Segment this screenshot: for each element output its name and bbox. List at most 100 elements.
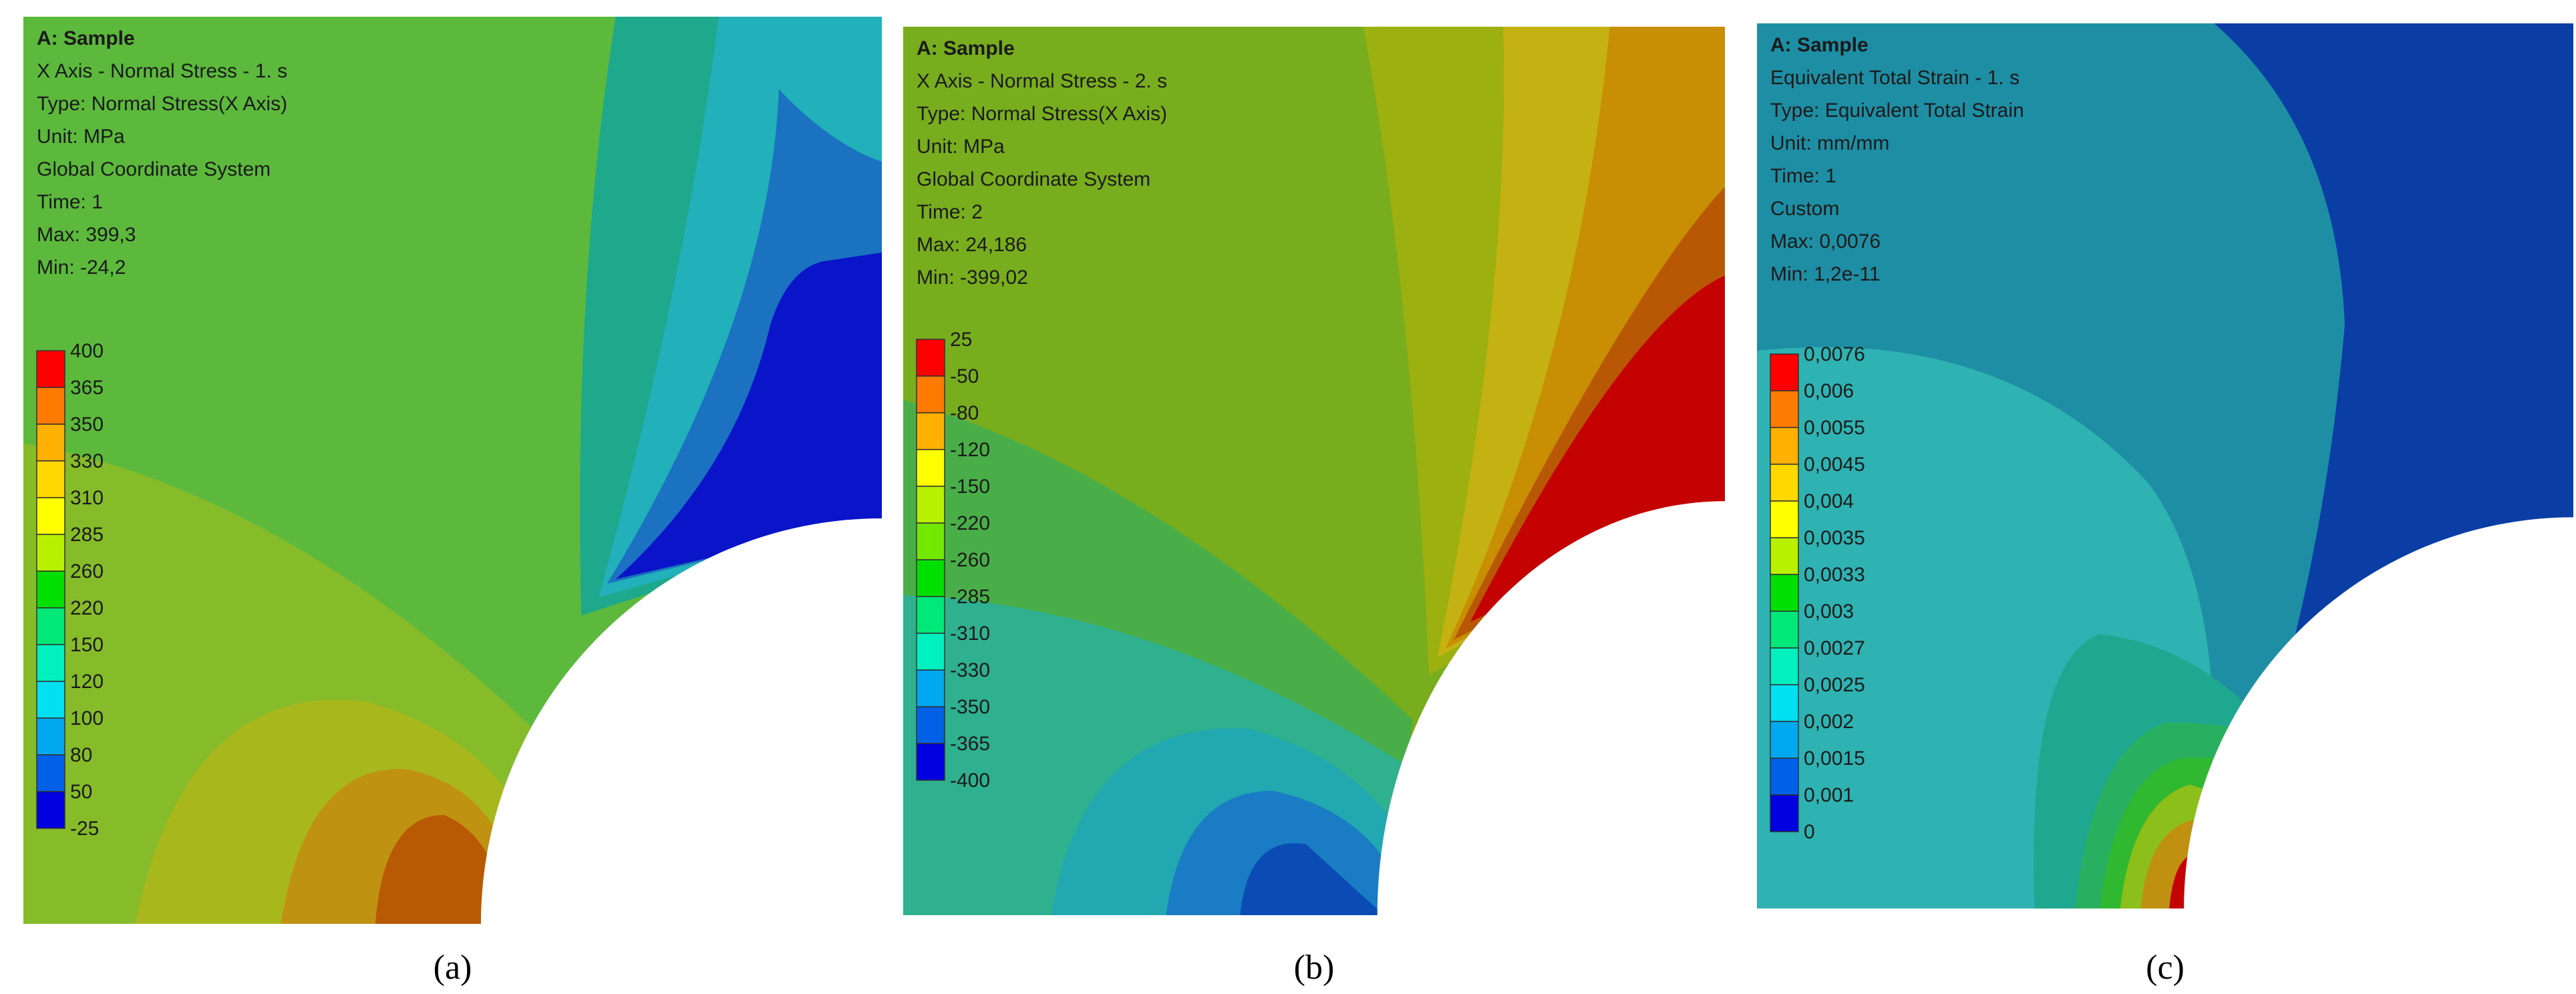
- legend-label: -25: [70, 818, 99, 840]
- legend-label: -260: [950, 549, 990, 571]
- info-line: X Axis - Normal Stress - 2. s: [917, 70, 1167, 92]
- legend-label: 0,0055: [1804, 417, 1865, 439]
- info-line: Time: 2: [917, 201, 983, 223]
- legend-label: -50: [950, 365, 979, 387]
- legend-swatch: [36, 534, 65, 572]
- legend-swatch: [36, 424, 65, 462]
- info-line: Max: 24,186: [917, 234, 1027, 256]
- legend-label: 0,0045: [1804, 454, 1865, 476]
- info-line: Custom: [1770, 198, 1839, 220]
- legend-label: 0,002: [1804, 711, 1854, 733]
- legend-label: 25: [950, 329, 972, 351]
- legend-label: 0: [1804, 821, 1815, 843]
- legend-swatch: [916, 596, 945, 634]
- panel-title: A: Sample: [37, 27, 135, 49]
- legend-label: 0,0076: [1804, 343, 1865, 365]
- legend-swatch: [916, 706, 945, 744]
- legend-label: -310: [950, 623, 990, 645]
- info-line: Unit: mm/mm: [1770, 132, 1889, 154]
- legend-swatch: [36, 387, 65, 425]
- info-line: Global Coordinate System: [917, 168, 1150, 190]
- legend-swatch: [1770, 353, 1799, 391]
- legend-swatch: [1770, 611, 1799, 649]
- info-line: Global Coordinate System: [37, 158, 271, 180]
- legend-label: 150: [70, 634, 104, 656]
- info-line: Equivalent Total Strain - 1. s: [1770, 67, 2020, 89]
- legend-swatch: [1770, 500, 1799, 538]
- legend-swatch: [1770, 794, 1799, 832]
- legend-swatch: [916, 449, 945, 487]
- contour-plot: [1757, 23, 2573, 908]
- legend-label: -120: [950, 439, 990, 461]
- info-line: Type: Normal Stress(X Axis): [917, 103, 1167, 125]
- legend-label: 400: [70, 340, 104, 362]
- legend-swatch: [36, 570, 65, 609]
- panel-caption: (c): [2146, 949, 2185, 987]
- legend-swatch: [916, 486, 945, 524]
- legend-label: -285: [950, 586, 990, 608]
- panel: A: Sample Equivalent Total Strain - 1. s T…: [1770, 34, 2024, 843]
- legend-swatch: [36, 791, 65, 829]
- legend-swatch: [36, 681, 65, 719]
- legend-swatch: [1770, 758, 1799, 796]
- legend-label: 120: [70, 671, 104, 693]
- legend-swatch: [916, 339, 945, 377]
- legend-label: 220: [70, 597, 104, 619]
- legend-label: 350: [70, 413, 104, 436]
- legend-label: 0,001: [1804, 784, 1854, 806]
- legend-swatch: [36, 644, 65, 682]
- info-line: Time: 1: [1770, 165, 1836, 187]
- legend-swatch: [916, 669, 945, 707]
- legend-label: 80: [70, 744, 92, 766]
- panel: A: Sample X Axis - Normal Stress - 1. s Ty…: [36, 27, 287, 840]
- panel-caption: (a): [434, 949, 472, 987]
- legend-swatch: [1770, 684, 1799, 722]
- info-line: Unit: MPa: [37, 126, 125, 148]
- info-line: Min: 1,2e-11: [1770, 263, 1881, 285]
- legend-label: -350: [950, 696, 990, 718]
- legend-label: -330: [950, 659, 990, 681]
- legend-label: -150: [950, 476, 990, 498]
- legend-label: 0,0027: [1804, 637, 1865, 659]
- info-line: Type: Normal Stress(X Axis): [37, 93, 287, 115]
- legend-swatch: [1770, 721, 1799, 759]
- legend-swatch: [1770, 464, 1799, 502]
- legend-swatch: [1770, 390, 1799, 428]
- legend-swatch: [36, 717, 65, 756]
- panel-title: A: Sample: [1770, 34, 1869, 56]
- legend-swatch: [36, 497, 65, 535]
- legend-swatch: [916, 633, 945, 671]
- contour-plot: [903, 27, 1725, 915]
- legend-label: 0,0025: [1804, 674, 1865, 696]
- legend-swatch: [1770, 537, 1799, 575]
- info-line: Type: Equivalent Total Strain: [1770, 100, 2024, 122]
- legend-label: 0,0035: [1804, 527, 1865, 549]
- legend-label: 365: [70, 377, 104, 399]
- legend-swatch: [916, 375, 945, 413]
- legend-swatch: [916, 743, 945, 781]
- info-line: X Axis - Normal Stress - 1. s: [37, 60, 287, 82]
- legend-swatch: [1770, 427, 1799, 465]
- panel: A: Sample X Axis - Normal Stress - 2. s Ty…: [916, 37, 1167, 792]
- legend-label: 0,0015: [1804, 748, 1865, 770]
- legend-label: 0,006: [1804, 380, 1854, 402]
- legend-label: 310: [70, 487, 104, 509]
- legend-swatch: [36, 350, 65, 388]
- legend-label: 0,003: [1804, 601, 1854, 623]
- panel-title: A: Sample: [917, 37, 1015, 59]
- legend-label: -220: [950, 512, 990, 534]
- legend-label: 0,0033: [1804, 564, 1865, 586]
- legend-label: -365: [950, 733, 990, 755]
- legend-swatch: [916, 559, 945, 597]
- legend-swatch: [1770, 647, 1799, 685]
- legend-label: 330: [70, 450, 104, 472]
- legend-label: 285: [70, 524, 104, 546]
- contour-plot: [23, 17, 882, 924]
- legend-swatch: [916, 412, 945, 450]
- legend-label: 100: [70, 707, 104, 729]
- info-line: Min: -399,02: [917, 267, 1028, 289]
- info-line: Max: 0,0076: [1770, 230, 1881, 253]
- legend-label: 260: [70, 560, 104, 583]
- legend-swatch: [916, 522, 945, 560]
- info-line: Min: -24,2: [37, 257, 126, 279]
